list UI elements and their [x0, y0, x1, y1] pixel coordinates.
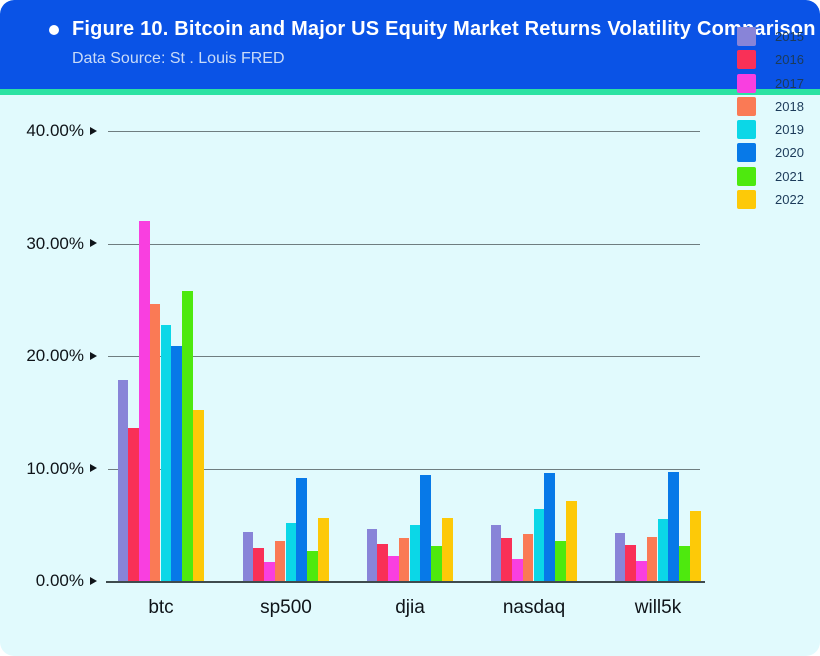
y-axis-tick-label: 20.00% [26, 346, 84, 365]
bar-djia-2020 [420, 475, 431, 581]
bar-btc-2017 [139, 221, 150, 581]
bar-sp500-2020 [296, 477, 307, 581]
legend-swatch-icon [737, 50, 756, 70]
legend-item-2016: 2016 [737, 50, 804, 70]
bar-will5k-2015 [614, 532, 625, 581]
bar-nasdaq-2020 [544, 473, 555, 581]
legend-swatch-icon [737, 143, 756, 163]
bar-djia-2016 [377, 543, 388, 581]
bar-nasdaq-2018 [522, 533, 534, 581]
legend-label: 2017 [775, 75, 804, 91]
figure-title: Figure 10. Bitcoin and Major US Equity M… [72, 18, 816, 40]
x-axis-label-djia: djia [395, 597, 425, 618]
x-axis-baseline [106, 581, 705, 583]
y-gridline [108, 243, 700, 245]
y-axis-tick-label: 0.00% [35, 571, 84, 590]
legend-label: 2020 [775, 145, 804, 161]
y-axis-tick-label: 30.00% [26, 233, 84, 253]
legend-item-2015: 2015 [737, 27, 804, 46]
y-gridline [108, 356, 700, 357]
y-tick-arrow-icon [90, 126, 97, 135]
bar-djia-2021 [431, 546, 442, 581]
bar-djia-2019 [409, 524, 421, 581]
bar-will5k-2016 [625, 545, 636, 581]
bar-group-will5k [614, 471, 702, 581]
bar-btc-2018 [149, 304, 161, 581]
legend-label: 2019 [775, 122, 804, 138]
bar-sp500-2018 [274, 540, 286, 581]
bar-btc-2015 [117, 379, 128, 581]
x-axis-label-btc: btc [148, 597, 174, 618]
y-tick-arrow-icon [90, 239, 97, 247]
x-axis-label-nasdaq: nasdaq [502, 597, 566, 618]
legend-swatch-icon [737, 166, 756, 186]
bar-djia-2015 [366, 529, 377, 581]
bar-will5k-2021 [679, 546, 690, 581]
bar-djia-2018 [398, 538, 410, 581]
y-tick-arrow-icon [90, 576, 97, 585]
figure-subtitle: Data Source: St . Louis FRED [72, 50, 285, 67]
legend-item-2018: 2018 [737, 96, 804, 116]
y-tick-arrow-icon [90, 464, 97, 472]
bar-nasdaq-2019 [533, 509, 545, 581]
bar-sp500-2019 [285, 522, 297, 581]
legend-label: 2015 [775, 29, 804, 44]
legend-swatch-icon [737, 27, 756, 46]
bar-sp500-2016 [253, 548, 264, 581]
bar-group-djia [366, 475, 454, 581]
figure-header: Figure 10. Bitcoin and Major US Equity M… [0, 0, 820, 89]
y-axis-tick-label: 10.00% [26, 458, 84, 478]
bar-group-btc [117, 221, 205, 581]
legend-item-2019: 2019 [737, 120, 804, 140]
bar-djia-2017 [388, 556, 399, 581]
bar-sp500-2021 [307, 550, 318, 581]
bar-will5k-2020 [668, 471, 679, 581]
y-gridline [108, 131, 700, 132]
y-gridline [108, 468, 700, 470]
bar-will5k-2018 [646, 537, 658, 581]
bar-group-nasdaq [490, 473, 578, 581]
legend-item-2020: 2020 [737, 143, 804, 163]
legend-swatch-icon [737, 190, 756, 210]
legend-item-2022: 2022 [737, 190, 804, 210]
bar-btc-2016 [128, 428, 139, 581]
legend-label: 2018 [775, 98, 804, 114]
bar-group-sp500 [242, 477, 330, 581]
bar-btc-2021 [182, 290, 193, 581]
bar-btc-2022 [193, 410, 204, 581]
header-accent-bar [0, 89, 820, 95]
x-axis-label-will5k: will5k [634, 597, 682, 618]
x-axis-label-sp500: sp500 [260, 597, 312, 618]
chart-legend: 2015 2016 2017 2018 2019 2020 2021 2022 [737, 27, 804, 213]
bar-sp500-2015 [242, 531, 253, 581]
legend-label: 2016 [775, 52, 804, 68]
bar-nasdaq-2021 [555, 540, 566, 581]
bar-btc-2019 [160, 324, 172, 581]
bar-will5k-2022 [690, 511, 701, 581]
bar-nasdaq-2017 [512, 558, 523, 581]
chart-area: 40.00% 30.00% 20.00% 10.00% 0.00% btc sp500 dji… [0, 95, 820, 656]
y-tick-arrow-icon [90, 351, 97, 360]
bar-btc-2020 [171, 345, 182, 581]
y-axis-tick-label: 40.00% [26, 121, 84, 140]
bar-nasdaq-2016 [501, 538, 512, 581]
bar-sp500-2022 [318, 518, 329, 581]
bar-nasdaq-2022 [566, 501, 577, 581]
legend-item-2017: 2017 [737, 73, 804, 93]
bar-will5k-2017 [636, 560, 647, 581]
legend-swatch-icon [737, 73, 756, 93]
legend-label: 2022 [775, 192, 804, 208]
legend-item-2021: 2021 [737, 166, 804, 186]
legend-label: 2021 [775, 168, 804, 184]
bar-djia-2022 [442, 518, 453, 581]
bar-nasdaq-2015 [490, 524, 501, 581]
bar-sp500-2017 [264, 561, 275, 581]
legend-swatch-icon [737, 96, 756, 116]
legend-swatch-icon [737, 120, 756, 140]
bar-will5k-2019 [657, 519, 669, 581]
bullet-icon [49, 25, 59, 35]
